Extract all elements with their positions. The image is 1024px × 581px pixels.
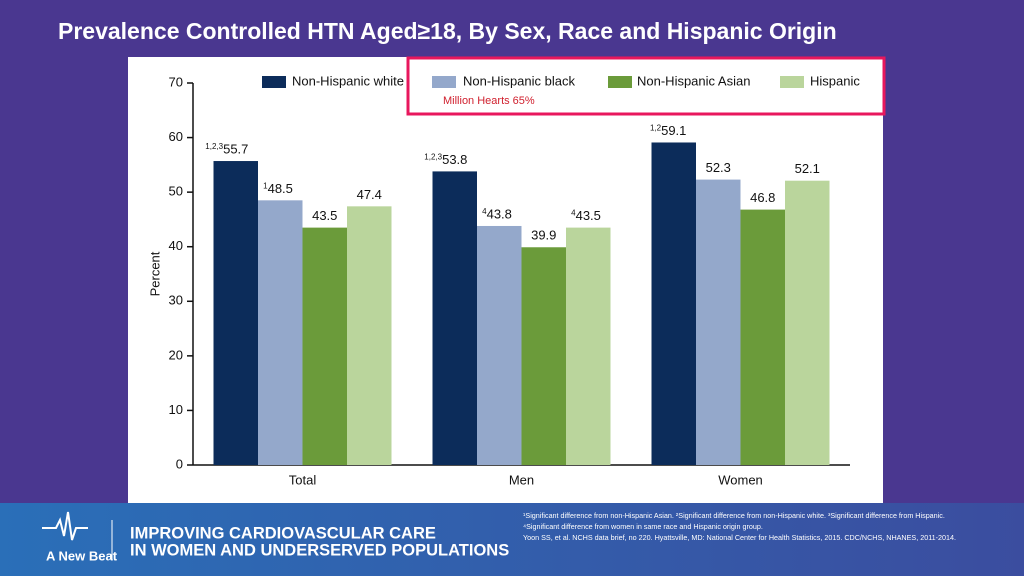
y-tick-label: 10 [169, 402, 183, 417]
brand: A New Beat [46, 548, 118, 563]
footer-line: IN WOMEN AND UNDERSERVED POPULATIONS [130, 541, 509, 559]
bar [302, 227, 347, 465]
value-label: 52.1 [795, 161, 820, 176]
annotation: Million Hearts 65% [443, 95, 535, 107]
value-label: 59.1 [661, 123, 686, 138]
highlight-box [406, 56, 886, 116]
bar [740, 209, 785, 465]
legend-label: Non-Hispanic white [292, 73, 404, 88]
y-tick-label: 50 [169, 184, 183, 199]
legend-marker [608, 76, 632, 88]
value-label: 48.5 [268, 181, 293, 196]
footnote: ¹Significant difference from non-Hispani… [523, 511, 945, 520]
bar [477, 225, 522, 465]
x-tick-label: Total [289, 472, 317, 487]
footnote: Yoon SS, et al. NCHS data brief, no 220.… [523, 533, 956, 542]
legend-marker [262, 76, 286, 88]
value-note: 4 [571, 209, 576, 218]
value-label: 47.4 [357, 187, 382, 202]
bar [347, 206, 392, 465]
footer-band [0, 503, 1024, 576]
footer-line: IMPROVING CARDIOVASCULAR CARE [130, 524, 436, 542]
slide-title: Prevalence Controlled HTN Aged≥18, By Se… [58, 18, 837, 44]
y-axis-label: Percent [147, 251, 162, 296]
bar [258, 200, 303, 466]
bar [696, 179, 741, 465]
value-note: 4 [482, 207, 487, 216]
y-tick-label: 0 [176, 456, 183, 471]
y-tick-label: 20 [169, 347, 183, 362]
value-label: 39.9 [531, 228, 556, 243]
value-label: 43.8 [487, 206, 512, 221]
value-note: 1,2,3 [205, 142, 223, 151]
value-label: 46.8 [750, 190, 775, 205]
y-tick-label: 30 [169, 293, 183, 308]
bar [521, 247, 566, 465]
value-label: 55.7 [223, 141, 248, 156]
value-label: 52.3 [706, 160, 731, 175]
x-tick-label: Men [509, 472, 534, 487]
value-note: 1,2,3 [424, 153, 442, 162]
value-note: 1 [263, 181, 268, 190]
y-tick-label: 60 [169, 129, 183, 144]
legend-marker [432, 76, 456, 88]
bar [651, 142, 696, 466]
legend-label: Non-Hispanic Asian [637, 73, 750, 88]
legend-marker [780, 76, 804, 88]
legend-label: Non-Hispanic black [463, 73, 575, 88]
bar [566, 227, 611, 465]
bar [785, 180, 830, 465]
legend-label: Hispanic [810, 73, 860, 88]
bar [432, 171, 477, 466]
y-tick-label: 40 [169, 238, 183, 253]
logo-ecg [42, 511, 88, 541]
value-label: 43.5 [312, 208, 337, 223]
footnote: ⁴Significant difference from women in sa… [523, 522, 763, 531]
y-tick-label: 70 [169, 74, 183, 89]
value-note: 1,2 [650, 124, 662, 133]
value-label: 53.8 [442, 152, 467, 167]
value-label: 43.5 [576, 208, 601, 223]
x-tick-label: Women [718, 472, 763, 487]
bar [213, 161, 258, 465]
